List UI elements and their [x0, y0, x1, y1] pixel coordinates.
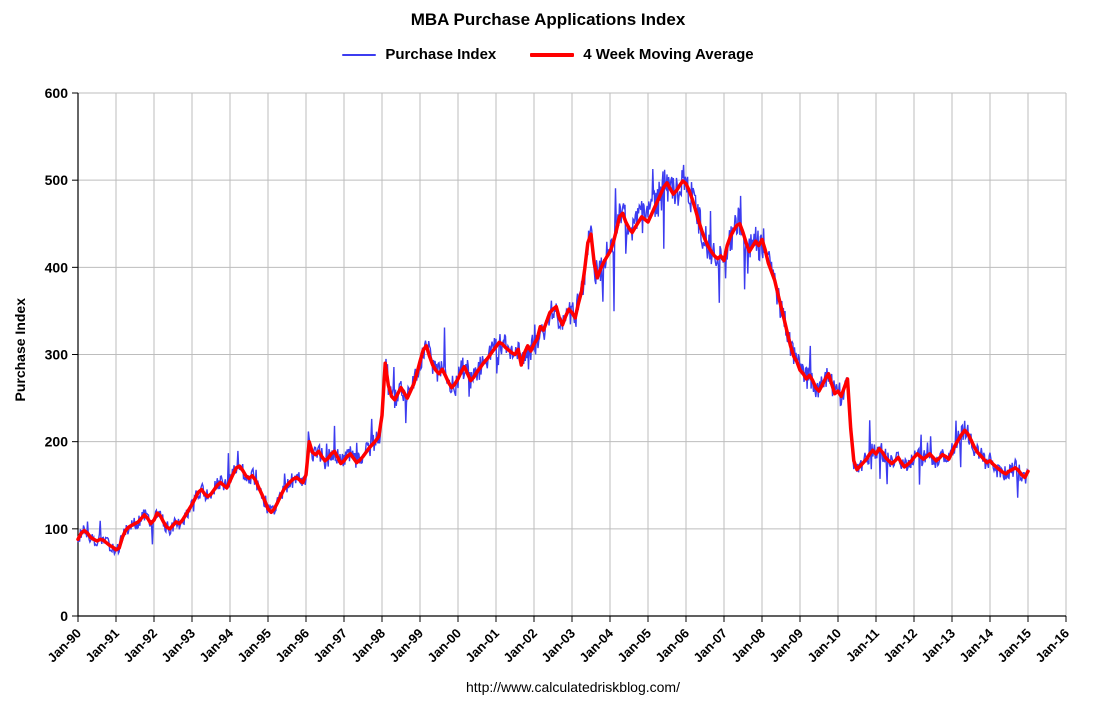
- y-tick-label: 300: [45, 347, 69, 363]
- x-tick-label: Jan-06: [652, 626, 692, 666]
- x-tick-label: Jan-02: [500, 626, 540, 666]
- footer-url: http://www.calculatedriskblog.com/: [466, 679, 680, 695]
- x-tick-label: Jan-95: [234, 626, 274, 666]
- x-tick-label: Jan-16: [1032, 626, 1072, 666]
- legend-item-moving-average: 4 Week Moving Average: [530, 46, 754, 63]
- x-tick-label: Jan-92: [120, 626, 160, 666]
- legend-item-purchase-index: Purchase Index: [342, 46, 496, 63]
- x-tick-label: Jan-90: [44, 626, 84, 666]
- x-tick-label: Jan-13: [918, 626, 958, 666]
- y-tick-label: 100: [45, 521, 69, 537]
- x-tick-label: Jan-03: [538, 626, 578, 666]
- x-tick-label: Jan-01: [462, 626, 502, 666]
- x-tick-label: Jan-96: [272, 626, 312, 666]
- moving-average-line: [76, 179, 1030, 552]
- x-tick-label: Jan-93: [158, 626, 198, 666]
- x-axis-ticks: Jan-90Jan-91Jan-92Jan-93Jan-94Jan-95Jan-…: [44, 616, 1072, 665]
- x-tick-label: Jan-09: [766, 626, 806, 666]
- x-tick-label: Jan-97: [310, 626, 350, 666]
- legend: Purchase Index 4 Week Moving Average: [0, 46, 1096, 63]
- purchase-index-line: [77, 164, 1029, 557]
- x-tick-label: Jan-05: [614, 626, 654, 666]
- x-tick-label: Jan-07: [690, 626, 730, 666]
- chart-title: MBA Purchase Applications Index: [410, 10, 686, 29]
- x-tick-label: Jan-14: [956, 625, 996, 665]
- moving-average-line-swatch: [530, 52, 575, 57]
- gridlines: [77, 92, 1067, 617]
- x-tick-label: Jan-10: [804, 626, 844, 666]
- x-tick-label: Jan-94: [196, 625, 236, 665]
- x-tick-label: Jan-12: [880, 626, 920, 666]
- y-tick-label: 0: [60, 608, 68, 624]
- legend-label-purchase-index: Purchase Index: [385, 46, 497, 63]
- x-tick-label: Jan-15: [994, 626, 1034, 666]
- x-tick-label: Jan-11: [843, 626, 882, 665]
- y-tick-label: 600: [45, 85, 69, 101]
- x-tick-label: Jan-00: [424, 626, 464, 666]
- y-axis-ticks: 0 100 200 300 400 500 600: [45, 85, 78, 624]
- y-tick-label: 200: [45, 434, 69, 450]
- x-tick-label: Jan-99: [386, 626, 426, 666]
- legend-label-moving-average: 4 Week Moving Average: [583, 46, 754, 63]
- y-tick-label: 400: [45, 259, 69, 275]
- x-tick-label: Jan-08: [728, 626, 768, 666]
- x-tick-label: Jan-98: [348, 626, 388, 666]
- y-tick-label: 500: [45, 172, 69, 188]
- purchase-index-line-swatch: [342, 53, 377, 56]
- x-tick-label: Jan-91: [82, 626, 122, 666]
- x-tick-label: Jan-04: [576, 625, 616, 665]
